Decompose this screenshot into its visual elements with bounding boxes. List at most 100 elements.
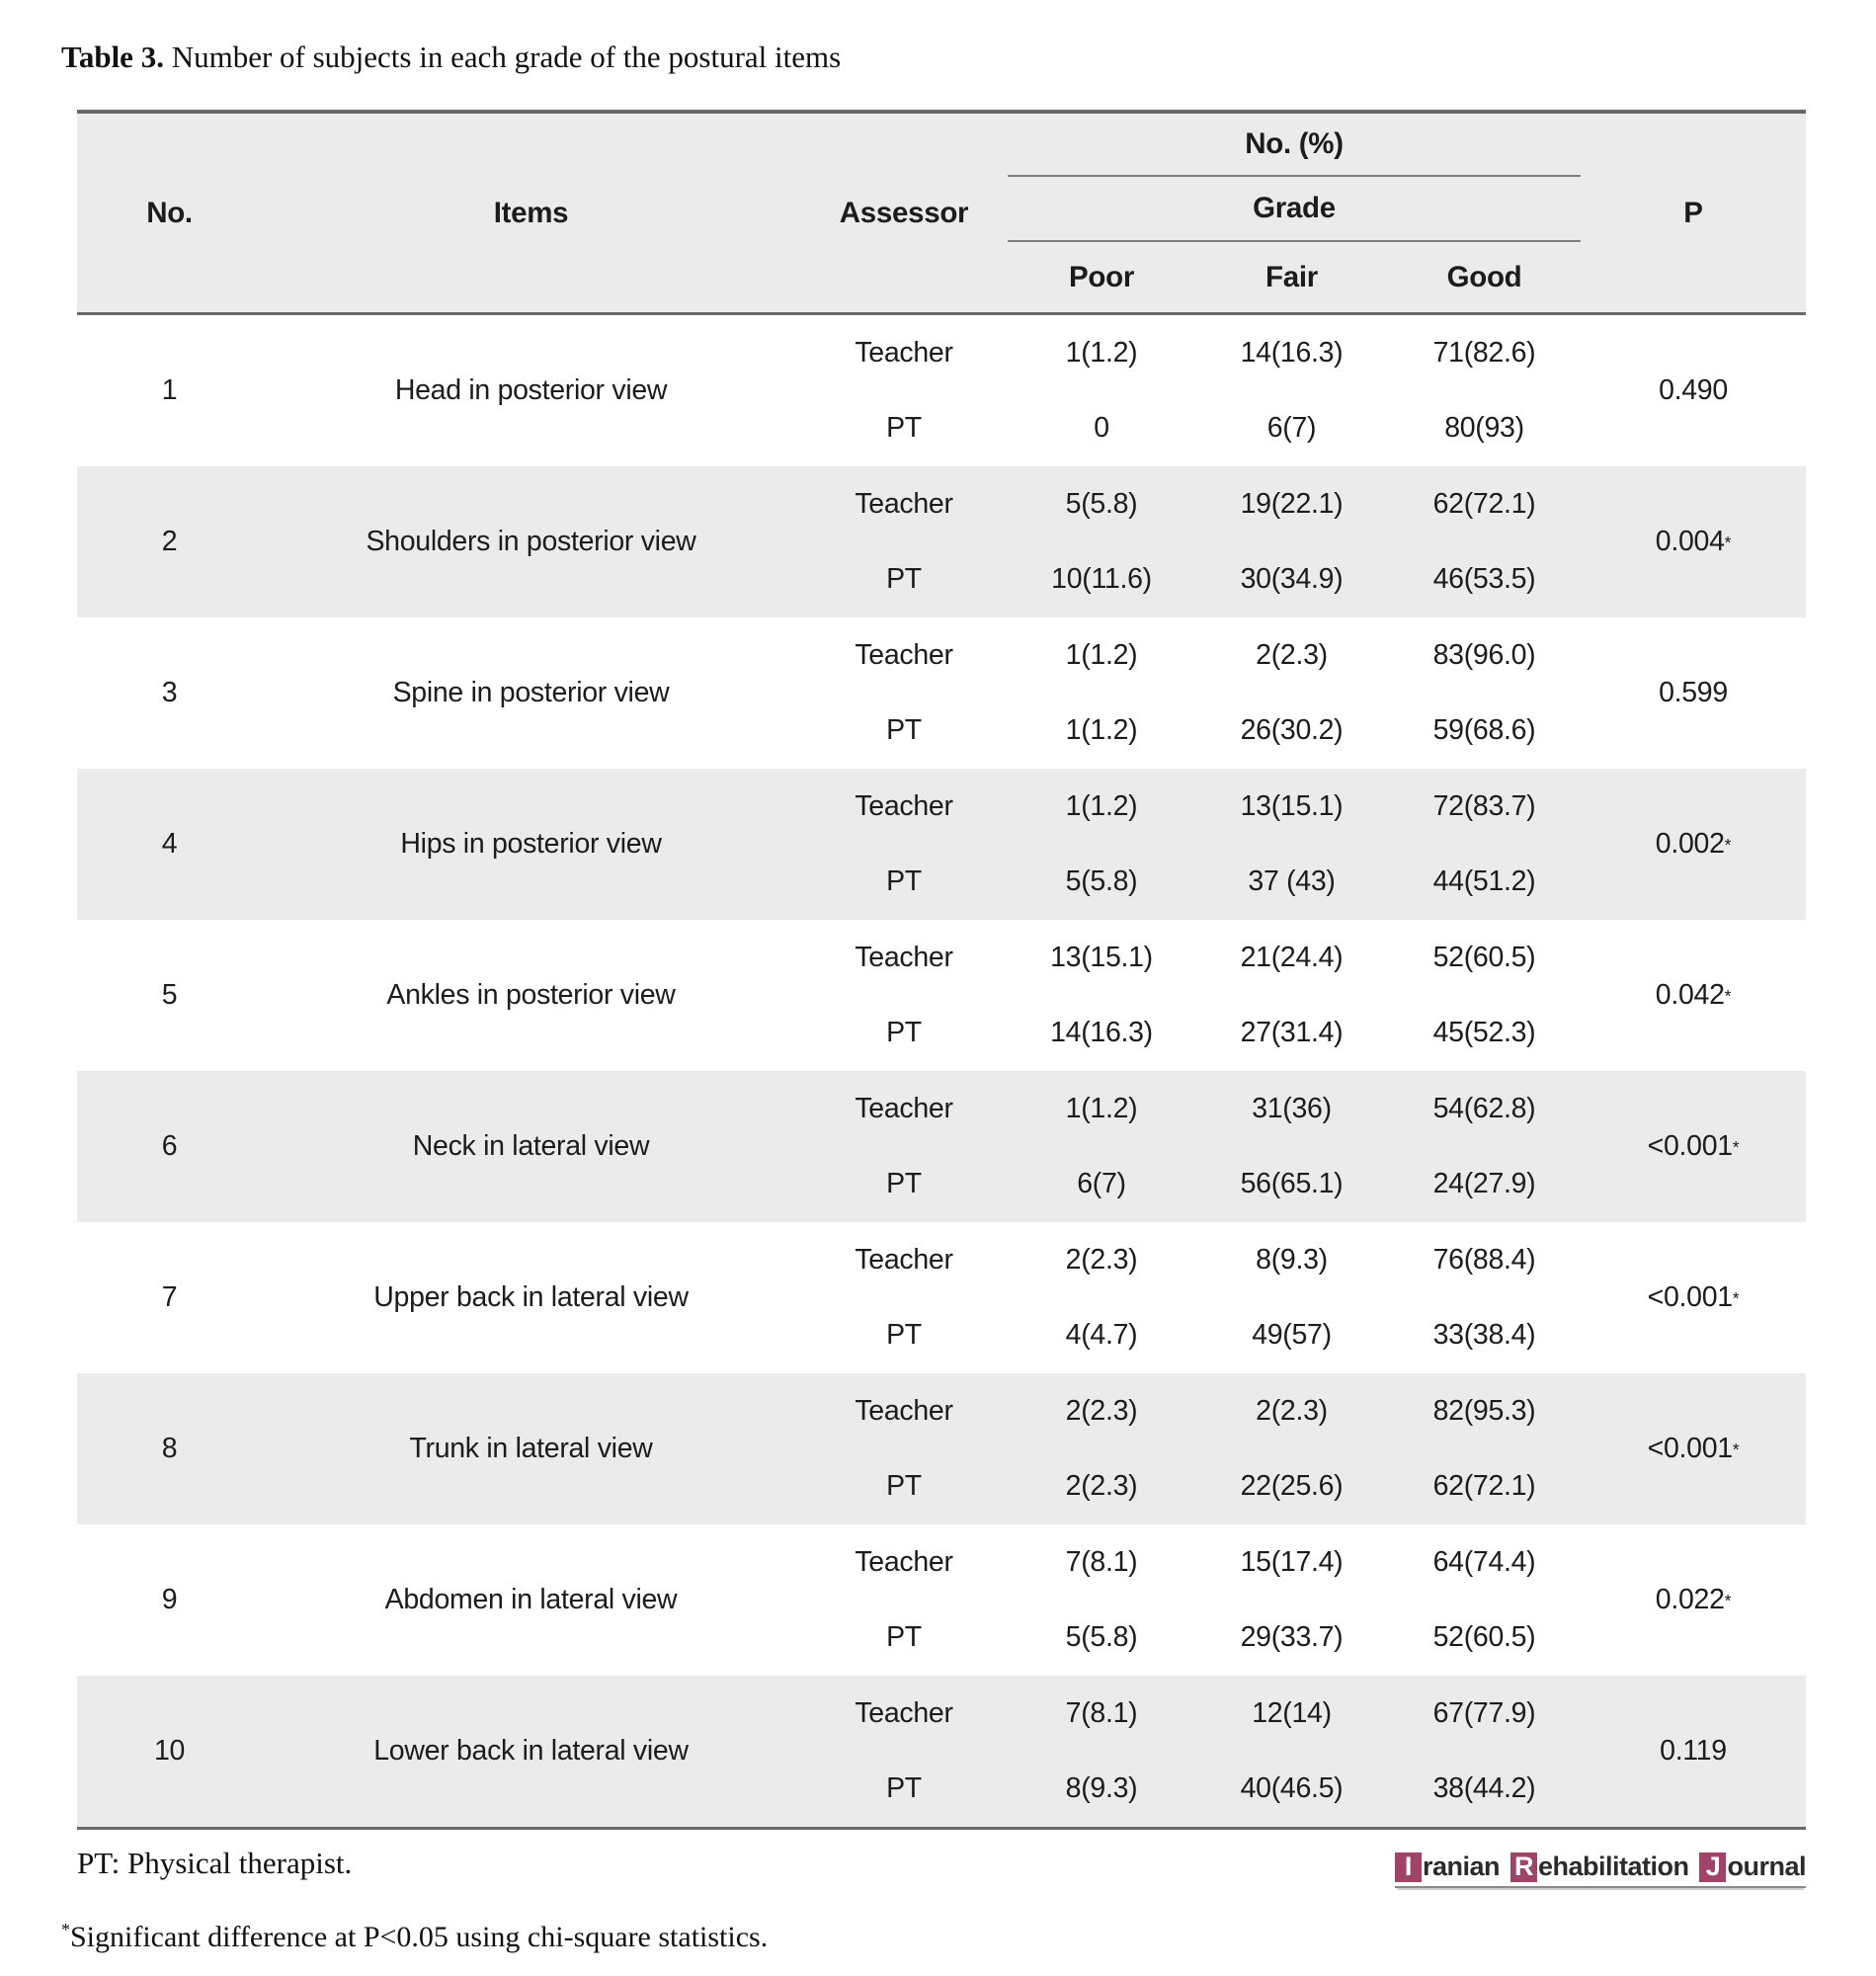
assessor-pt-label: PT <box>886 714 922 747</box>
pt-value: 27(31.4) <box>1240 1017 1344 1049</box>
postural-items-table: No. Items Assessor No. (%) Grade Poor Fa… <box>77 110 1806 1830</box>
row-number: 2 <box>161 526 178 557</box>
header-good: Good <box>1446 260 1522 293</box>
teacher-value: 8(9.3) <box>1256 1243 1328 1276</box>
table-row: 5 Ankles in posterior view Teacher PT 13(15.… <box>77 920 1806 1071</box>
assessor-pt-label: PT <box>886 1470 922 1503</box>
assessor-teacher-label: Teacher <box>855 1243 953 1276</box>
row-item-label: Hips in posterior view <box>400 828 662 860</box>
teacher-value: 1(1.2) <box>1065 638 1138 671</box>
pt-value: 46(53.5) <box>1432 563 1536 596</box>
assessor-pt-label: PT <box>886 563 922 596</box>
teacher-value: 31(36) <box>1252 1092 1332 1124</box>
teacher-value: 7(8.1) <box>1065 1696 1138 1729</box>
logo-initial-box: R <box>1509 1852 1537 1882</box>
teacher-value: 14(16.3) <box>1240 336 1344 369</box>
p-value: 0.004 * <box>1655 526 1732 557</box>
assessor-teacher-label: Teacher <box>855 1696 953 1729</box>
row-item-label: Ankles in posterior view <box>386 979 676 1011</box>
p-value: <0.001 * <box>1647 1130 1740 1162</box>
teacher-value: 1(1.2) <box>1065 789 1138 822</box>
p-value: 0.599 <box>1659 677 1728 708</box>
assessor-teacher-label: Teacher <box>855 1545 953 1578</box>
row-item-label: Abdomen in lateral view <box>384 1584 678 1615</box>
logo-initial-box: J <box>1699 1852 1727 1882</box>
row-item-label: Neck in lateral view <box>412 1130 650 1162</box>
assessor-teacher-label: Teacher <box>855 789 953 822</box>
teacher-value: 71(82.6) <box>1432 336 1536 369</box>
logo-initial-box: I <box>1394 1852 1422 1882</box>
teacher-value: 82(95.3) <box>1432 1394 1536 1427</box>
p-value: 0.022 * <box>1655 1584 1732 1615</box>
table-row: 4 Hips in posterior view Teacher PT 1(1.2) 13… <box>77 769 1806 920</box>
pt-value: 5(5.8) <box>1065 865 1138 898</box>
pt-value: 80(93) <box>1444 412 1524 445</box>
row-number: 9 <box>161 1584 178 1615</box>
header-no: No. <box>146 196 193 229</box>
row-item-label: Spine in posterior view <box>392 677 670 708</box>
footnote-text: Significant difference at P<0.05 using c… <box>70 1921 769 1953</box>
teacher-value: 2(2.3) <box>1065 1243 1138 1276</box>
pt-value: 40(46.5) <box>1240 1772 1344 1805</box>
teacher-value: 64(74.4) <box>1432 1545 1536 1578</box>
header-no-pct: No. (%) <box>1008 114 1581 177</box>
header-assessor: Assessor <box>839 196 969 229</box>
pt-value: 14(16.3) <box>1050 1017 1153 1049</box>
assessor-teacher-label: Teacher <box>855 1394 953 1427</box>
assessor-teacher-label: Teacher <box>855 336 953 369</box>
row-number: 4 <box>161 828 178 860</box>
pt-value: 29(33.7) <box>1240 1621 1344 1654</box>
teacher-value: 67(77.9) <box>1432 1696 1536 1729</box>
pt-value: 49(57) <box>1252 1319 1332 1352</box>
pt-value: 59(68.6) <box>1432 714 1536 747</box>
p-value: <0.001 * <box>1647 1433 1740 1464</box>
header-poor: Poor <box>1069 260 1134 293</box>
row-number: 6 <box>161 1130 178 1162</box>
teacher-value: 62(72.1) <box>1432 487 1536 520</box>
pt-value: 4(4.7) <box>1065 1319 1138 1352</box>
row-item-label: Upper back in lateral view <box>373 1281 689 1313</box>
teacher-value: 19(22.1) <box>1240 487 1344 520</box>
table-caption-number: Table 3. <box>61 40 164 74</box>
pt-value: 62(72.1) <box>1432 1470 1536 1503</box>
pt-value: 44(51.2) <box>1432 865 1536 898</box>
teacher-value: 13(15.1) <box>1240 789 1344 822</box>
teacher-value: 15(17.4) <box>1240 1545 1344 1578</box>
pt-value: 10(11.6) <box>1051 563 1152 596</box>
pt-value: 37 (43) <box>1248 865 1336 898</box>
table-row: 2 Shoulders in posterior view Teacher PT 5(5… <box>77 466 1806 618</box>
teacher-value: 54(62.8) <box>1432 1092 1536 1124</box>
teacher-value: 13(15.1) <box>1050 941 1153 973</box>
assessor-pt-label: PT <box>886 1621 922 1654</box>
table-row: 6 Neck in lateral view Teacher PT 1(1.2) 31(3… <box>77 1071 1806 1222</box>
teacher-value: 72(83.7) <box>1432 789 1536 822</box>
teacher-value: 1(1.2) <box>1065 1092 1138 1124</box>
abbreviation-note: PT: Physical therapist. <box>77 1846 353 1880</box>
row-item-label: Lower back in lateral view <box>373 1735 689 1767</box>
pt-value: 2(2.3) <box>1065 1470 1138 1503</box>
teacher-value: 1(1.2) <box>1065 336 1138 369</box>
pt-value: 30(34.9) <box>1240 563 1344 596</box>
table-body: 1 Head in posterior view Teacher PT 1(1.2) 14… <box>77 315 1806 1830</box>
table-row: 9 Abdomen in lateral view Teacher PT 7(8.1) 1… <box>77 1524 1806 1676</box>
header-grade: Grade <box>1008 177 1581 242</box>
pt-value: 6(7) <box>1266 412 1317 445</box>
assessor-pt-label: PT <box>886 1319 922 1352</box>
assessor-pt-label: PT <box>886 1168 922 1200</box>
assessor-pt-label: PT <box>886 1772 922 1805</box>
teacher-value: 7(8.1) <box>1065 1545 1138 1578</box>
significance-footnote: *Significant difference at P<0.05 using … <box>61 1921 1830 1954</box>
teacher-value: 2(2.3) <box>1065 1394 1138 1427</box>
teacher-value: 5(5.8) <box>1065 487 1138 520</box>
header-items: Items <box>493 196 569 229</box>
table-row: 7 Upper back in lateral view Teacher PT 2(2.… <box>77 1222 1806 1373</box>
p-value: 0.042 * <box>1655 979 1732 1011</box>
p-value: 0.490 <box>1659 374 1728 406</box>
pt-value: 52(60.5) <box>1432 1621 1536 1654</box>
pt-value: 22(25.6) <box>1240 1470 1344 1503</box>
assessor-teacher-label: Teacher <box>855 941 953 973</box>
teacher-value: 83(96.0) <box>1432 638 1536 671</box>
teacher-value: 2(2.3) <box>1256 638 1328 671</box>
